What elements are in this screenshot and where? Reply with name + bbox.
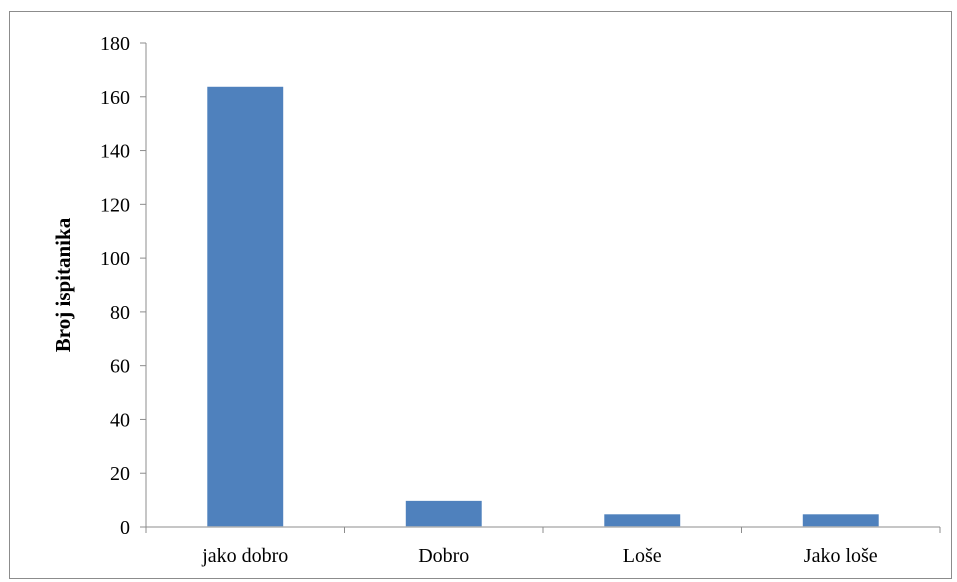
y-tick-label: 0 <box>120 517 130 539</box>
y-tick-label: 20 <box>110 463 130 485</box>
chart-frame <box>9 11 952 579</box>
y-tick-label: 160 <box>100 87 130 109</box>
y-tick-label: 120 <box>100 194 130 216</box>
y-tick-label: 40 <box>110 409 130 431</box>
bar-jako-dobro <box>205 85 285 528</box>
y-tick-label: 180 <box>100 33 130 55</box>
bar-dobro <box>404 499 484 528</box>
bar-loše <box>602 512 682 528</box>
x-tick-label: jako dobro <box>201 545 288 567</box>
bars <box>205 85 881 528</box>
x-tick-label: Jako loše <box>804 545 878 567</box>
x-tick-label: Loše <box>623 545 662 567</box>
y-tick-label: 140 <box>100 141 130 163</box>
y-tick-label: 60 <box>110 356 130 378</box>
y-tick-label: 80 <box>110 302 130 324</box>
y-axis-ticks: 0 20 40 60 80 100 120 140 160 180 <box>100 33 146 539</box>
x-tick-label: Dobro <box>418 545 469 567</box>
y-axis-title: Broj ispitanika <box>51 217 75 352</box>
bar-jako-loše <box>801 512 881 528</box>
x-axis-ticks: jako dobro Dobro Loše Jako loše <box>145 527 941 567</box>
y-tick-label: 100 <box>100 248 130 270</box>
